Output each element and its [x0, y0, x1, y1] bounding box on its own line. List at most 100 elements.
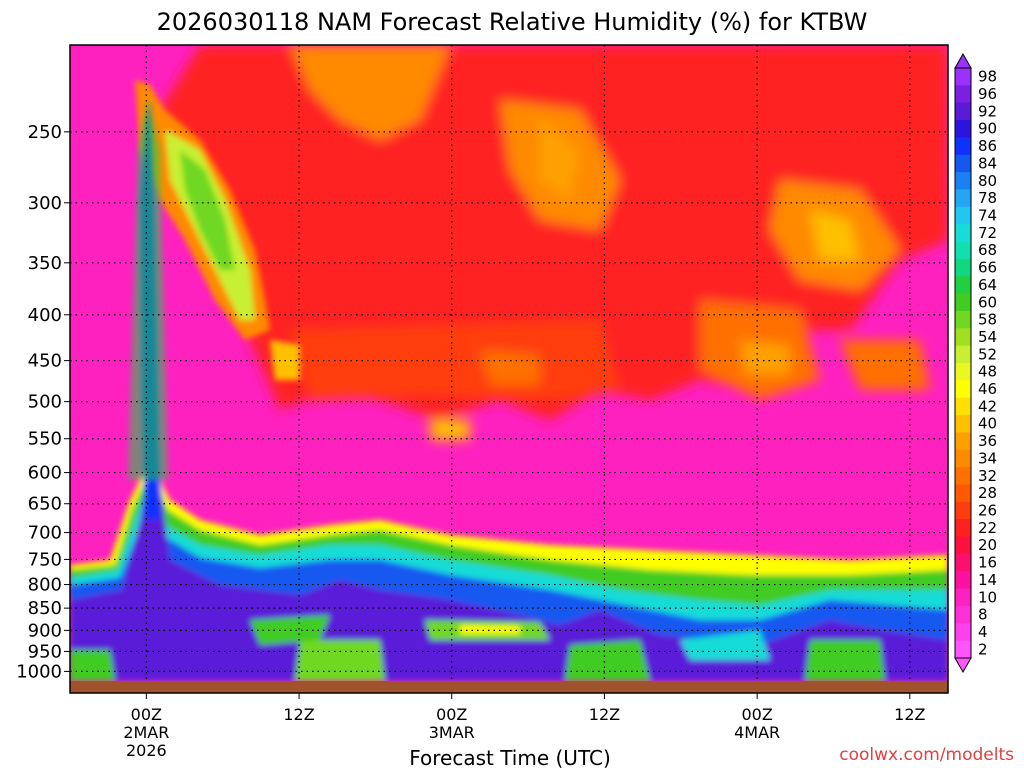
colorbar-label: 86 — [978, 137, 997, 155]
colorbar-label: 54 — [978, 328, 997, 346]
colorbar-swatch — [955, 293, 971, 312]
y-axis: 2503003504004505005506006507007508008509… — [16, 122, 70, 682]
colorbar-swatch — [955, 137, 971, 156]
colorbar-label: 28 — [978, 484, 997, 502]
colorbar-label: 36 — [978, 432, 997, 450]
colorbar: 9896929086848078747268666460585452484642… — [954, 52, 997, 674]
colorbar-label: 16 — [978, 554, 997, 572]
colorbar-label: 92 — [978, 102, 997, 120]
colorbar-swatch — [955, 85, 971, 104]
colorbar-arrow-bottom — [954, 657, 972, 674]
colorbar-swatch — [955, 623, 971, 642]
y-tick-label: 600 — [28, 463, 62, 484]
x-tick-label: 12Z — [894, 705, 925, 724]
colorbar-label: 42 — [978, 397, 997, 415]
y-tick-label: 900 — [28, 620, 62, 641]
rh-field — [70, 45, 948, 681]
colorbar-swatch — [955, 241, 971, 260]
x-tick-label: 00Z — [741, 705, 772, 724]
y-tick-label: 500 — [28, 392, 62, 413]
colorbar-swatch — [955, 553, 971, 572]
colorbar-label: 26 — [978, 502, 997, 520]
colorbar-label: 46 — [978, 380, 997, 398]
x-tick-label: 2026 — [126, 741, 167, 760]
colorbar-swatch — [955, 345, 971, 364]
ground-strip — [70, 681, 948, 693]
colorbar-swatch — [955, 605, 971, 624]
gridlines — [70, 45, 948, 681]
colorbar-swatch — [955, 397, 971, 416]
colorbar-swatch — [955, 206, 971, 225]
colorbar-swatch — [955, 536, 971, 555]
y-tick-label: 250 — [28, 122, 62, 143]
colorbar-label: 96 — [978, 85, 997, 103]
y-tick-label: 800 — [28, 575, 62, 596]
colorbar-label: 66 — [978, 259, 997, 277]
colorbar-swatch — [955, 154, 971, 173]
y-tick-label: 350 — [28, 253, 62, 274]
colorbar-label: 20 — [978, 536, 997, 554]
colorbar-swatch — [955, 415, 971, 433]
colorbar-label: 74 — [978, 207, 997, 225]
x-tick-label: 00Z — [131, 705, 162, 724]
colorbar-arrow-top — [954, 52, 972, 69]
colorbar-frame — [954, 67, 972, 659]
colorbar-swatch — [955, 310, 971, 329]
colorbar-swatch — [955, 68, 971, 86]
colorbar-swatch — [955, 224, 971, 243]
colorbar-swatch — [955, 189, 971, 208]
colorbar-label: 80 — [978, 172, 997, 190]
colorbar-swatch — [955, 449, 971, 468]
colorbar-label: 98 — [978, 68, 997, 86]
colorbar-label: 40 — [978, 415, 997, 433]
y-tick-label: 300 — [28, 193, 62, 214]
x-tick-label: 2MAR — [123, 723, 169, 742]
credit-text: coolwx.com/modelts — [839, 745, 1014, 765]
colorbar-label: 68 — [978, 241, 997, 259]
colorbar-swatch — [955, 120, 971, 138]
colorbar-label: 2 — [978, 640, 988, 658]
colorbar-swatch — [955, 432, 971, 451]
colorbar-label: 84 — [978, 154, 997, 172]
chart-title: 2026030118 NAM Forecast Relative Humidit… — [157, 8, 868, 36]
colorbar-label: 78 — [978, 189, 997, 207]
x-tick-label: 3MAR — [429, 723, 475, 742]
colorbar-swatch — [955, 588, 971, 607]
colorbar-swatch — [955, 328, 971, 347]
colorbar-label: 32 — [978, 467, 997, 485]
y-tick-label: 550 — [28, 429, 62, 450]
colorbar-label: 10 — [978, 588, 997, 606]
colorbar-label: 58 — [978, 311, 997, 329]
colorbar-swatch — [955, 519, 971, 538]
x-tick-label: 12Z — [589, 705, 620, 724]
y-tick-label: 400 — [28, 305, 62, 326]
colorbar-swatch — [955, 501, 971, 520]
colorbar-label: 60 — [978, 293, 997, 311]
y-tick-label: 650 — [28, 494, 62, 515]
colorbar-label: 48 — [978, 363, 997, 381]
colorbar-swatch — [955, 363, 971, 381]
colorbar-label: 90 — [978, 120, 997, 138]
x-tick-label: 12Z — [283, 705, 314, 724]
colorbar-label: 14 — [978, 571, 997, 589]
colorbar-label: 34 — [978, 449, 997, 467]
colorbar-swatch — [955, 380, 971, 399]
colorbar-label: 8 — [978, 606, 988, 624]
y-tick-label: 450 — [28, 351, 62, 372]
colorbar-swatch — [955, 571, 971, 590]
x-axis-label: Forecast Time (UTC) — [409, 746, 611, 768]
colorbar-swatch — [955, 172, 971, 190]
x-tick-label: 4MAR — [734, 723, 780, 742]
colorbar-label: 52 — [978, 345, 997, 363]
y-tick-label: 950 — [28, 641, 62, 662]
y-tick-label: 700 — [28, 523, 62, 544]
colorbar-swatch — [955, 484, 971, 503]
colorbar-label: 22 — [978, 519, 997, 537]
colorbar-swatch — [955, 467, 971, 485]
y-tick-label: 850 — [28, 598, 62, 619]
plot-frame — [69, 44, 949, 694]
colorbar-label: 72 — [978, 224, 997, 242]
colorbar-swatch — [955, 102, 971, 121]
